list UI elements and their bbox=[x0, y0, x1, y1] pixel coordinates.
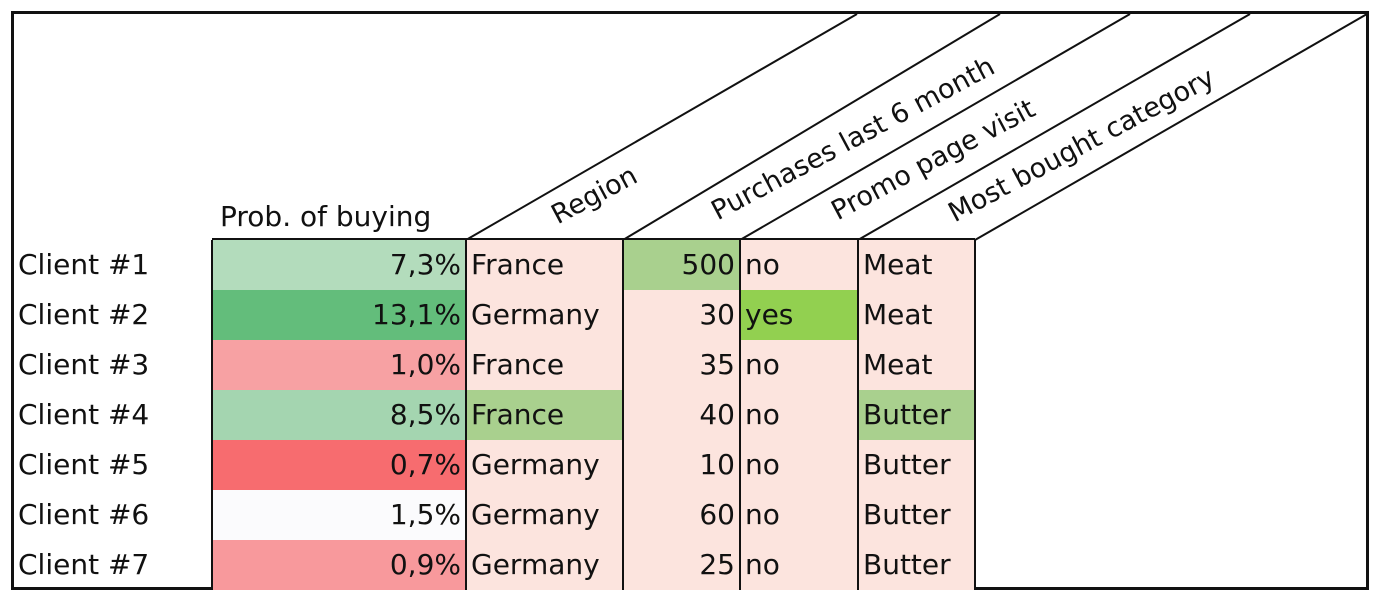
category-cell: Butter bbox=[858, 440, 975, 490]
column-border bbox=[857, 240, 859, 590]
purchases-cell: 30 bbox=[623, 290, 740, 340]
region-cell: Germany bbox=[466, 440, 623, 490]
prob-cell: 0,9% bbox=[212, 540, 466, 590]
client-label: Client #5 bbox=[18, 448, 150, 481]
client-label: Client #1 bbox=[18, 248, 150, 281]
category-cell: Butter bbox=[858, 390, 975, 440]
region-cell: France bbox=[466, 340, 623, 390]
promo-cell: no bbox=[740, 440, 858, 490]
purchases-cell: 35 bbox=[623, 340, 740, 390]
prob-cell: 1,0% bbox=[212, 340, 466, 390]
promo-cell: no bbox=[740, 490, 858, 540]
column-border bbox=[974, 240, 976, 590]
purchases-cell: 10 bbox=[623, 440, 740, 490]
promo-cell: no bbox=[740, 540, 858, 590]
client-label: Client #6 bbox=[18, 498, 150, 531]
client-label: Client #7 bbox=[18, 548, 150, 581]
category-cell: Meat bbox=[858, 340, 975, 390]
purchases-cell: 60 bbox=[623, 490, 740, 540]
column-border bbox=[465, 240, 467, 590]
promo-cell: no bbox=[740, 240, 858, 290]
promo-cell: no bbox=[740, 390, 858, 440]
client-label: Client #2 bbox=[18, 298, 150, 331]
header-prob-of-buying: Prob. of buying bbox=[220, 200, 432, 233]
region-cell: France bbox=[466, 390, 623, 440]
prob-cell: 13,1% bbox=[212, 290, 466, 340]
promo-cell: yes bbox=[740, 290, 858, 340]
column-border bbox=[622, 240, 624, 590]
prob-cell: 8,5% bbox=[212, 390, 466, 440]
region-cell: Germany bbox=[466, 290, 623, 340]
client-label: Client #3 bbox=[18, 348, 150, 381]
region-cell: Germany bbox=[466, 490, 623, 540]
prob-cell: 7,3% bbox=[212, 240, 466, 290]
category-cell: Butter bbox=[858, 540, 975, 590]
prob-cell: 1,5% bbox=[212, 490, 466, 540]
column-border bbox=[739, 240, 741, 590]
column-border bbox=[211, 240, 213, 590]
client-label: Client #4 bbox=[18, 398, 150, 431]
purchases-cell: 40 bbox=[623, 390, 740, 440]
promo-cell: no bbox=[740, 340, 858, 390]
purchases-cell: 500 bbox=[623, 240, 740, 290]
region-cell: France bbox=[466, 240, 623, 290]
header-bottom-border bbox=[212, 238, 975, 240]
category-cell: Butter bbox=[858, 490, 975, 540]
category-cell: Meat bbox=[858, 290, 975, 340]
prob-cell: 0,7% bbox=[212, 440, 466, 490]
region-cell: Germany bbox=[466, 540, 623, 590]
category-cell: Meat bbox=[858, 240, 975, 290]
purchases-cell: 25 bbox=[623, 540, 740, 590]
